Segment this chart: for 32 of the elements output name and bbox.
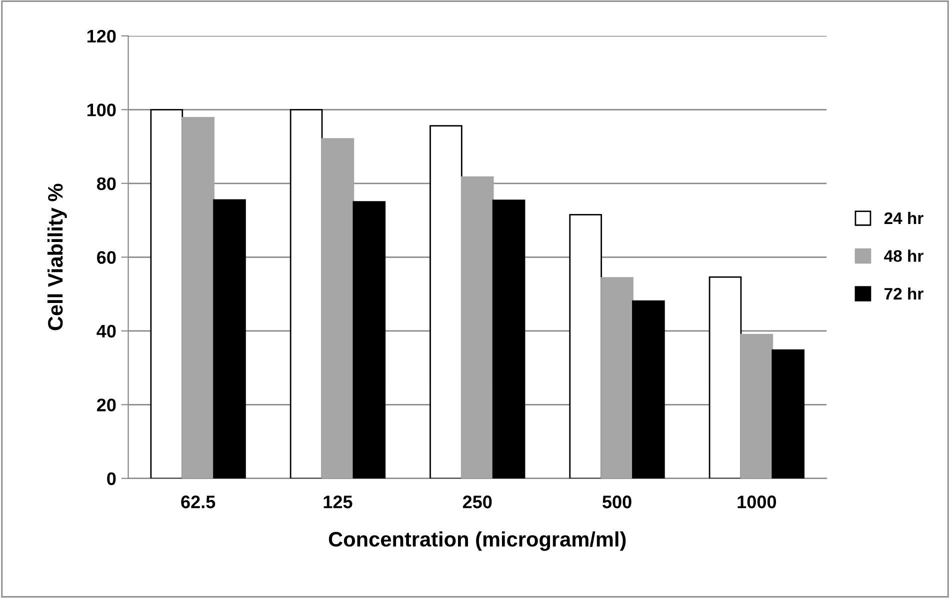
bar	[213, 199, 246, 478]
bar	[492, 200, 526, 478]
bar	[352, 201, 386, 478]
y-tick-label: 40	[96, 324, 116, 338]
x-tick-label: 62.5	[181, 496, 216, 508]
legend-label: 48 hr	[884, 250, 924, 262]
bar	[772, 349, 804, 478]
x-tick-label: 125	[324, 496, 352, 508]
y-axis-title: Cell Viability %	[47, 184, 67, 330]
bar	[460, 176, 494, 478]
y-tick-label: 80	[96, 177, 116, 190]
y-tick-label: 20	[96, 398, 116, 412]
x-tick-label: 1000	[738, 496, 776, 508]
bar	[600, 277, 634, 478]
bar	[150, 108, 184, 478]
y-tick-label: 0	[107, 472, 116, 486]
legend-label: 24 hr	[884, 212, 924, 224]
legend-label: 72 hr	[884, 287, 924, 300]
bar	[290, 108, 323, 478]
bar	[182, 117, 214, 478]
bar	[430, 125, 462, 478]
bar	[740, 334, 774, 478]
x-tick-label: 250	[462, 496, 492, 508]
x-tick-label: 500	[602, 496, 632, 508]
bar	[708, 276, 742, 478]
bar	[632, 300, 665, 478]
x-axis-title: Concentration (microgram/ml)	[328, 531, 626, 551]
bar	[321, 138, 354, 478]
bar	[569, 214, 602, 478]
y-tick-label: 120	[87, 30, 116, 43]
y-tick-label: 60	[97, 251, 116, 264]
y-tick-label: 100	[87, 104, 116, 116]
